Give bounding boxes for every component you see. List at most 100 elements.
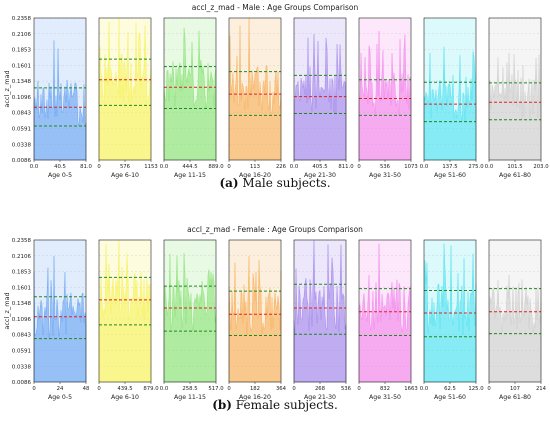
x-tick-label: 0.0	[290, 164, 299, 170]
y-tick-label: 0.2358	[12, 238, 32, 244]
x-tick-label: 214	[536, 386, 547, 392]
x-tick-label: 364	[276, 386, 287, 392]
x-tick-label: 48	[83, 386, 90, 392]
panel-label: Age 21-30	[304, 394, 336, 401]
x-tick-label: 182	[250, 386, 260, 392]
y-tick-label: 0.1853	[12, 270, 32, 276]
series-area	[358, 30, 412, 161]
x-tick-label: 1663	[404, 386, 417, 392]
series-area	[228, 256, 282, 383]
x-tick-label: 889.0	[208, 164, 224, 170]
y-tick-label: 0.1853	[12, 48, 32, 54]
x-tick-label: 1073	[404, 164, 417, 170]
series-area	[358, 243, 412, 383]
x-tick-label: 0	[227, 164, 231, 170]
x-tick-label: 0.0	[160, 386, 169, 392]
series-area	[293, 34, 347, 161]
x-tick-label: 226	[276, 164, 287, 170]
panel-label: Age 16-20	[239, 172, 271, 179]
panel-label: Age 51-60	[434, 172, 466, 179]
x-tick-label: 40.5	[54, 164, 66, 170]
x-tick-label: 107	[510, 386, 520, 392]
x-tick-label: 0	[97, 386, 101, 392]
chart-title: accl_z_mad - Male : Age Groups Compariso…	[192, 3, 359, 12]
y-tick-label: 0.1601	[12, 63, 31, 69]
x-tick-label: 0	[357, 386, 361, 392]
panel-label: Age 6-10	[111, 394, 139, 401]
y-axis-label: accl_z_mad	[3, 70, 11, 107]
series-area	[98, 240, 152, 383]
caption-male: (a) Male subjects.	[0, 176, 550, 190]
x-tick-label: 275.0	[468, 164, 484, 170]
y-tick-label: 0.0338	[12, 364, 32, 370]
caption-female-label: (b)	[212, 398, 232, 412]
y-axis-label: accl_z_mad	[3, 292, 11, 329]
caption-male-text: Male subjects.	[242, 176, 331, 190]
panel-label: Age 16-20	[239, 394, 271, 401]
x-tick-label: 0.0	[485, 164, 494, 170]
x-tick-label: 536	[380, 164, 391, 170]
x-tick-label: 0	[292, 386, 296, 392]
y-tick-label: 0.1601	[12, 285, 31, 291]
x-tick-label: 137.5	[442, 164, 457, 170]
panel-label: Age 61-80	[499, 172, 531, 179]
y-tick-label: 0.0591	[12, 348, 31, 354]
panel-label: Age 31-50	[369, 394, 401, 401]
series-area	[488, 274, 542, 383]
series-area	[163, 27, 217, 161]
y-tick-label: 0.0843	[12, 111, 32, 117]
x-tick-label: 576	[120, 164, 131, 170]
y-tick-label: 0.2358	[12, 16, 32, 22]
x-tick-label: 0.0	[420, 386, 429, 392]
series-area	[423, 243, 477, 383]
x-tick-label: 113	[250, 164, 260, 170]
panel-label: Age 0-5	[48, 172, 72, 179]
x-tick-label: 444.5	[182, 164, 197, 170]
x-tick-label: 101.5	[507, 164, 522, 170]
series-area	[33, 40, 87, 161]
y-tick-label: 0.0843	[12, 333, 32, 339]
x-tick-label: 0	[487, 386, 491, 392]
x-tick-label: 0.0	[30, 164, 39, 170]
y-tick-label: 0.2106	[12, 32, 32, 38]
y-tick-label: 0.1348	[12, 301, 32, 307]
y-tick-label: 0.2106	[12, 254, 32, 260]
x-tick-label: 62.5	[444, 386, 456, 392]
x-tick-label: 811.0	[338, 164, 354, 170]
y-tick-label: 0.1096	[12, 95, 32, 101]
x-tick-label: 203.0	[533, 164, 549, 170]
panel-label: Age 21-30	[304, 172, 336, 179]
x-tick-label: 0.0	[420, 164, 429, 170]
caption-female: (b) Female subjects.	[0, 398, 550, 412]
series-area	[33, 256, 87, 383]
panel-label: Age 61-80	[499, 394, 531, 401]
x-tick-label: 125.0	[468, 386, 484, 392]
x-tick-label: 268	[315, 386, 326, 392]
x-tick-label: 879.0	[143, 386, 159, 392]
panel-label: Age 31-50	[369, 172, 401, 179]
x-tick-label: 24	[57, 386, 64, 392]
chart-title: accl_z_mad - Female : Age Groups Compari…	[187, 225, 363, 234]
x-tick-label: 405.5	[312, 164, 327, 170]
series-area	[293, 240, 347, 383]
x-tick-label: 0.0	[160, 164, 169, 170]
x-tick-label: 439.5	[117, 386, 132, 392]
series-area	[228, 18, 282, 161]
y-tick-label: 0.0086	[12, 380, 32, 386]
x-tick-label: 0	[97, 164, 101, 170]
y-tick-label: 0.0086	[12, 158, 32, 164]
x-tick-label: 258.5	[182, 386, 197, 392]
series-area	[163, 252, 217, 383]
caption-male-label: (a)	[219, 176, 239, 190]
x-tick-label: 81.0	[80, 164, 92, 170]
x-tick-label: 0	[32, 386, 36, 392]
x-tick-label: 0	[227, 386, 231, 392]
x-tick-label: 1153	[144, 164, 157, 170]
series-area	[423, 46, 477, 161]
panel-label: Age 0-5	[48, 394, 72, 401]
caption-female-text: Female subjects.	[235, 398, 338, 412]
x-tick-label: 832	[380, 386, 390, 392]
series-area	[98, 18, 152, 161]
